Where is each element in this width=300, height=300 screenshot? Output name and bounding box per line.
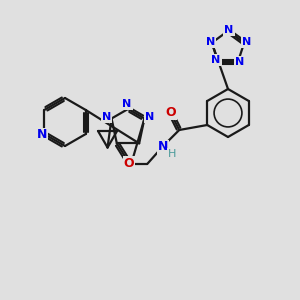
Text: N: N: [236, 57, 244, 67]
Text: N: N: [158, 140, 168, 154]
Text: N: N: [102, 112, 111, 122]
Text: N: N: [122, 99, 132, 109]
Text: O: O: [124, 157, 134, 170]
Text: N: N: [224, 25, 234, 35]
Text: N: N: [206, 37, 215, 47]
Text: N: N: [145, 112, 154, 122]
Text: H: H: [168, 149, 176, 159]
Text: O: O: [165, 106, 175, 118]
Text: N: N: [37, 128, 47, 142]
Text: N: N: [242, 37, 251, 47]
Text: N: N: [212, 55, 220, 65]
